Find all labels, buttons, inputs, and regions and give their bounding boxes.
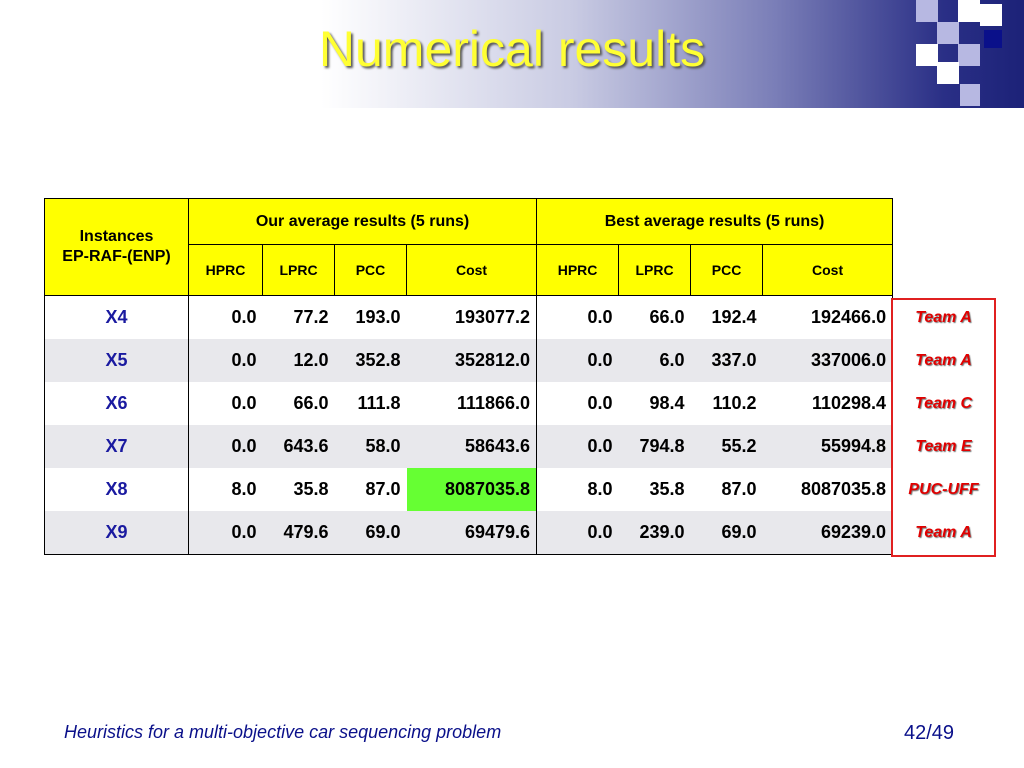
our-hprc-cell: 0.0 (188, 339, 263, 382)
best-hprc-cell: 8.0 (587, 479, 613, 499)
best-lprc-cell: 66.0 (618, 295, 691, 339)
best-pcc-cell: 192.4 (690, 295, 763, 339)
best-pcc-cell: 69.0 (690, 511, 763, 555)
instances-header: Instances EP-RAF-(ENP) (44, 198, 189, 296)
best-cost-cell: 55994.8 (762, 425, 894, 468)
instance-cell: X9 (44, 511, 189, 555)
best-lprc-cell: 98.4 (649, 393, 685, 413)
best-lprc-cell: 35.8 (649, 479, 685, 499)
our-lprc-cell: 12.0 (262, 339, 335, 382)
best-hprc-cell: 0.0 (536, 339, 619, 382)
col-header-pcc: PCC (690, 244, 764, 296)
our-hprc-cell: 0.0 (188, 295, 263, 339)
team-label: Team A (915, 309, 972, 326)
decorative-square (980, 4, 1002, 26)
col-header-lprc: LPRC (618, 244, 692, 296)
instance-cell: X8 (44, 468, 189, 511)
decorative-square (960, 84, 980, 106)
best-pcc-cell: 110.2 (712, 393, 757, 413)
best-results-header: Best average results (5 runs) (536, 198, 894, 245)
our-lprc-cell: 66.0 (293, 393, 329, 413)
best-lprc-cell: 794.8 (618, 425, 691, 468)
decorative-square (916, 44, 938, 66)
best-hprc-cell: 0.0 (536, 511, 619, 555)
best-hprc-cell: 0.0 (536, 295, 619, 339)
team-label: Team E (915, 438, 972, 455)
table-row: X9 0.0 479.6 69.0 69479.6 0.0 239.0 69.0… (44, 511, 894, 555)
best-pcc-cell: 55.2 (690, 425, 763, 468)
our-pcc-cell: 352.8 (334, 339, 407, 382)
table-row: X4 0.0 77.2 193.0 193077.2 0.0 66.0 192.… (44, 295, 894, 339)
col-header-cost: Cost (762, 244, 894, 296)
best-pcc-cell: 337.0 (690, 339, 763, 382)
our-cost-cell: 352812.0 (406, 339, 538, 382)
instance-cell: X5 (44, 339, 189, 382)
best-lprc-cell: 6.0 (618, 339, 691, 382)
our-cost-cell: 111866.0 (406, 382, 538, 425)
col-header-hprc: HPRC (536, 244, 620, 296)
instance-cell: X4 (44, 295, 189, 339)
our-hprc-cell: 0.0 (188, 511, 263, 555)
best-hprc-cell: 0.0 (536, 425, 619, 468)
our-lprc-cell: 643.6 (262, 425, 335, 468)
table-row: X8 8.0 35.8 87.0 8087035.8 8.0 35.8 87.0… (44, 468, 894, 511)
footer-title: Heuristics for a multi-objective car seq… (64, 722, 502, 742)
col-header-hprc: HPRC (188, 244, 263, 296)
decorative-square (937, 62, 959, 84)
col-header-pcc: PCC (334, 244, 407, 296)
title-bar (20, 0, 1024, 108)
team-label: Team A (915, 352, 972, 369)
our-results-header: Our average results (5 runs) (187, 198, 538, 245)
decorative-square (958, 44, 980, 66)
best-cost-cell: 110298.4 (762, 382, 894, 425)
table-row: X6 0.0 66.0 111.8 111866.0 0.0 98.4 110.… (44, 382, 894, 425)
our-cost-cell: 58643.6 (406, 425, 538, 468)
col-header-lprc: LPRC (262, 244, 335, 296)
our-pcc-cell: 193.0 (334, 295, 407, 339)
best-hprc-cell: 0.0 (587, 393, 613, 413)
best-pcc-cell: 87.0 (721, 479, 757, 499)
team-label: PUC-UFF (908, 481, 979, 498)
our-hprc-cell: 8.0 (231, 479, 257, 499)
decorative-square (958, 0, 980, 22)
team-label: Team A (915, 524, 972, 541)
best-cost-cell: 69239.0 (762, 511, 894, 555)
best-cost-cell: 192466.0 (762, 295, 894, 339)
team-label: Team C (914, 395, 973, 412)
our-cost-cell-highlighted: 8087035.8 (406, 468, 538, 511)
col-header-cost: Cost (405, 244, 538, 296)
slide-title: Numerical results (318, 21, 706, 77)
our-cost-cell: 69479.6 (406, 511, 538, 555)
results-table: Instances EP-RAF-(ENP) Our average resul… (44, 198, 894, 555)
best-lprc-cell: 239.0 (618, 511, 691, 555)
instance-cell: X7 (44, 425, 189, 468)
our-pcc-cell: 111.8 (357, 393, 401, 413)
our-lprc-cell: 479.6 (262, 511, 335, 555)
team-column: Team A Team A Team C Team E PUC-UFF Team… (891, 298, 996, 557)
decorative-square (916, 0, 938, 22)
instance-cell: X6 (44, 382, 189, 425)
instances-header-line1: Instances (79, 228, 154, 245)
table-row: X7 0.0 643.6 58.0 58643.6 0.0 794.8 55.2… (44, 425, 894, 468)
our-pcc-cell: 69.0 (334, 511, 407, 555)
our-pcc-cell: 87.0 (365, 479, 401, 499)
decorative-square (937, 22, 959, 44)
instances-header-line2: EP-RAF-(ENP) (62, 248, 171, 265)
table-row: X5 0.0 12.0 352.8 352812.0 0.0 6.0 337.0… (44, 339, 894, 382)
our-hprc-cell: 0.0 (188, 425, 263, 468)
our-cost-cell: 193077.2 (406, 295, 538, 339)
our-lprc-cell: 77.2 (262, 295, 335, 339)
our-hprc-cell: 0.0 (231, 393, 257, 413)
page-number: 42/49 (904, 722, 955, 744)
decorative-square (984, 30, 1002, 48)
best-cost-cell: 337006.0 (762, 339, 894, 382)
our-lprc-cell: 35.8 (293, 479, 329, 499)
our-pcc-cell: 58.0 (334, 425, 407, 468)
best-cost-cell: 8087035.8 (762, 468, 894, 511)
